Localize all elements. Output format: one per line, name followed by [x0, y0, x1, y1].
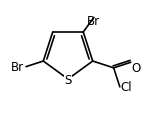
Text: Br: Br	[87, 15, 100, 28]
Text: O: O	[132, 62, 141, 75]
Text: Cl: Cl	[121, 81, 132, 94]
Text: Br: Br	[11, 61, 24, 73]
Text: S: S	[64, 73, 72, 86]
